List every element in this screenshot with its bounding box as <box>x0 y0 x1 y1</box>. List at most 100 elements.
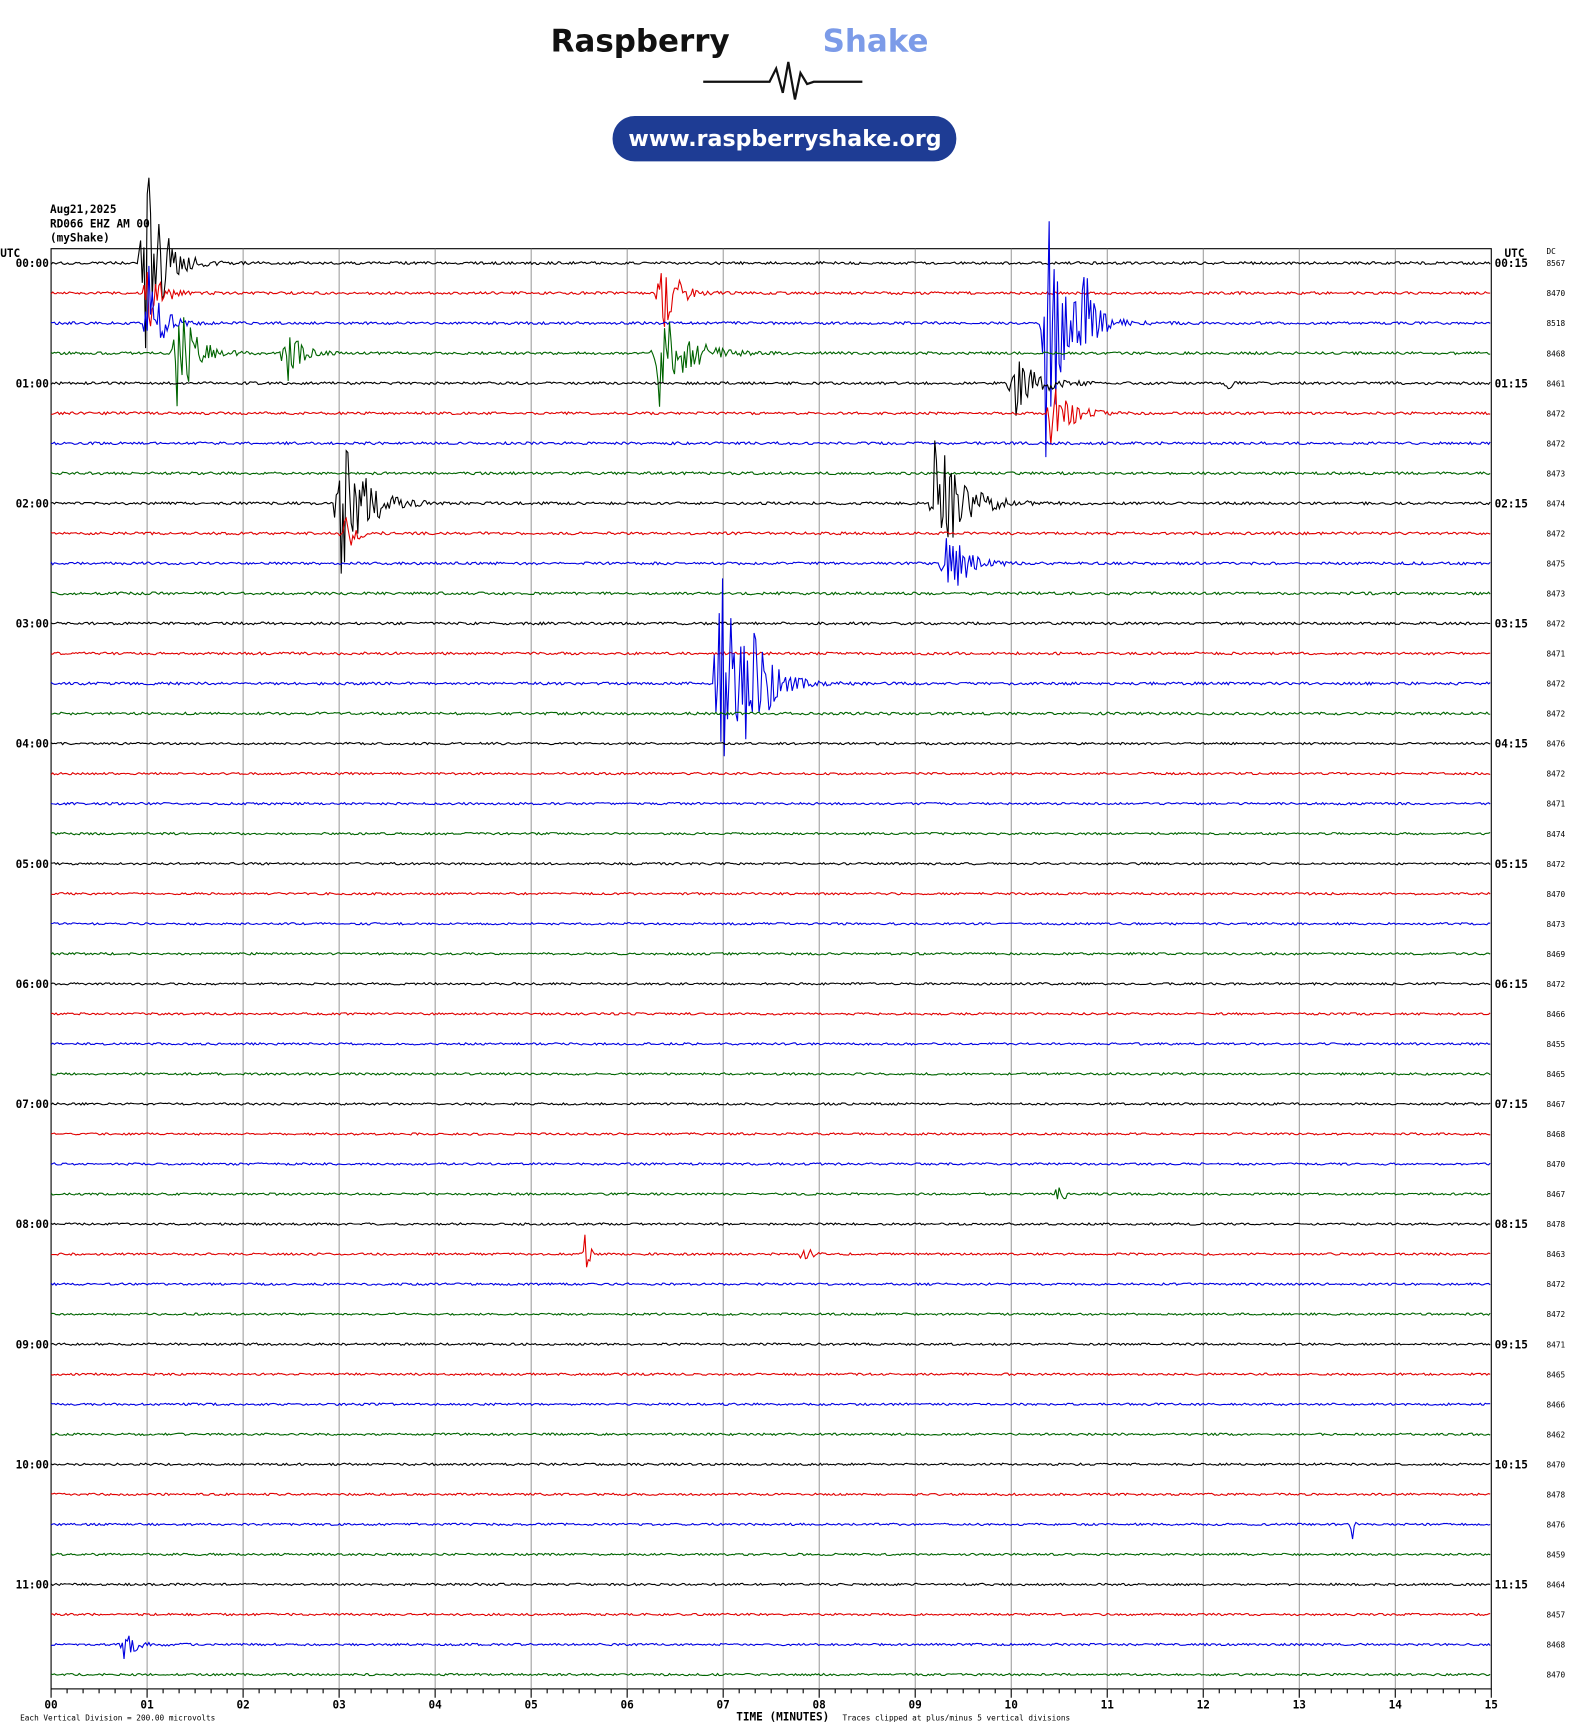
dc-value: 8470 <box>1547 890 1566 899</box>
trace <box>50 440 1491 574</box>
dc-value: 8468 <box>1547 1130 1566 1139</box>
dc-value: 8472 <box>1547 680 1566 689</box>
trace <box>50 578 1491 757</box>
trace <box>51 861 1491 866</box>
trace <box>51 591 1491 596</box>
trace <box>50 1521 1491 1540</box>
left-time-label: 10:00 <box>16 1458 49 1471</box>
channel: RD066 EHZ AM 00 <box>50 217 150 230</box>
dc-value: 8476 <box>1547 740 1566 749</box>
right-time-label: 04:15 <box>1495 738 1528 751</box>
left-time-label: 03:00 <box>16 618 49 631</box>
trace <box>50 1132 1491 1136</box>
right-time-label: 09:15 <box>1495 1338 1528 1351</box>
scale-note: Each Vertical Division = 200.00 microvol… <box>20 1714 215 1723</box>
left-time-label: 00:00 <box>16 257 49 270</box>
right-time-label: 00:15 <box>1495 257 1528 270</box>
dc-value: 8473 <box>1547 590 1566 599</box>
trace <box>50 516 1491 546</box>
trace <box>50 271 1491 327</box>
dc-value: 8472 <box>1547 860 1566 869</box>
dc-title: DC <box>1547 247 1557 256</box>
dc-value: 8466 <box>1547 1010 1566 1019</box>
left-time-label: 01:00 <box>16 377 49 390</box>
x-tick-label: 11 <box>1101 1698 1115 1711</box>
dc-value: 8468 <box>1547 1641 1566 1650</box>
dc-value: 8455 <box>1547 1040 1566 1049</box>
trace <box>50 1372 1491 1377</box>
clip-note: Traces clipped at plus/minus 5 vertical … <box>842 1714 1070 1723</box>
dc-value: 8466 <box>1547 1400 1566 1409</box>
dc-value: 8473 <box>1547 920 1566 929</box>
dc-value: 8474 <box>1547 499 1566 508</box>
x-tick-label: 01 <box>140 1698 154 1711</box>
trace <box>51 221 1491 458</box>
dc-value: 8459 <box>1547 1550 1566 1559</box>
dc-value: 8472 <box>1547 980 1566 989</box>
right-axis-title: UTC <box>1505 247 1525 260</box>
trace <box>50 621 1491 626</box>
dc-value: 8462 <box>1547 1430 1566 1439</box>
trace <box>50 1635 1491 1659</box>
x-tick-label: 08 <box>813 1698 826 1711</box>
right-time-label: 05:15 <box>1495 858 1528 871</box>
dc-value: 8461 <box>1547 379 1566 388</box>
left-time-label: 09:00 <box>16 1338 49 1351</box>
dc-value: 8518 <box>1547 319 1566 328</box>
x-tick-label: 03 <box>332 1698 345 1711</box>
x-tick-label: 00 <box>44 1698 57 1711</box>
plot-frame <box>50 248 1492 1690</box>
dc-value: 8470 <box>1547 1460 1566 1469</box>
left-time-label: 07:00 <box>16 1098 49 1111</box>
dc-value: 8478 <box>1547 1220 1566 1229</box>
dc-value: 8472 <box>1547 409 1566 418</box>
dc-value: 8457 <box>1547 1611 1566 1620</box>
x-tick-label: 02 <box>236 1698 249 1711</box>
trace <box>51 891 1491 896</box>
trace <box>51 1234 1491 1268</box>
brand: Raspberry <box>551 24 730 60</box>
trace <box>51 1492 1491 1497</box>
dc-value: 8472 <box>1547 1280 1566 1289</box>
dc-value: 8469 <box>1547 950 1566 959</box>
right-time-label: 03:15 <box>1495 618 1528 631</box>
trace <box>50 538 1491 586</box>
dc-value: 8476 <box>1547 1520 1566 1529</box>
x-tick-label: 14 <box>1389 1698 1403 1711</box>
dc-value: 8470 <box>1547 1671 1566 1680</box>
dc-value: 8468 <box>1547 349 1566 358</box>
left-time-label: 06:00 <box>16 978 49 991</box>
x-tick-label: 10 <box>1005 1698 1018 1711</box>
trace <box>50 1342 1491 1347</box>
dc-value: 8472 <box>1547 529 1566 538</box>
right-time-label: 02:15 <box>1495 497 1528 510</box>
trace <box>50 1041 1491 1046</box>
trace <box>50 177 1491 349</box>
x-tick-label: 05 <box>524 1698 537 1711</box>
trace <box>51 711 1491 716</box>
dc-value: 8478 <box>1547 1490 1566 1499</box>
dc-value: 8470 <box>1547 1160 1566 1169</box>
trace <box>50 470 1491 476</box>
logo-wave <box>703 61 863 100</box>
trace <box>50 1672 1491 1677</box>
trace <box>50 1011 1491 1016</box>
dc-value: 8467 <box>1547 1100 1566 1109</box>
trace <box>50 1187 1491 1200</box>
dc-value: 8472 <box>1547 439 1566 448</box>
dc-value: 8465 <box>1547 1370 1566 1379</box>
trace <box>50 801 1491 806</box>
trace <box>51 1612 1491 1617</box>
left-axis-title: UTC <box>0 247 20 260</box>
right-time-label: 07:15 <box>1495 1098 1528 1111</box>
x-tick-label: 04 <box>428 1698 442 1711</box>
dc-value: 8472 <box>1547 620 1566 629</box>
x-axis-title: TIME (MINUTES) <box>736 1711 829 1724</box>
trace <box>51 388 1491 445</box>
trace <box>50 771 1491 776</box>
dc-value: 8567 <box>1547 259 1566 268</box>
dc-value: 8464 <box>1547 1581 1566 1590</box>
trace <box>50 1582 1491 1587</box>
